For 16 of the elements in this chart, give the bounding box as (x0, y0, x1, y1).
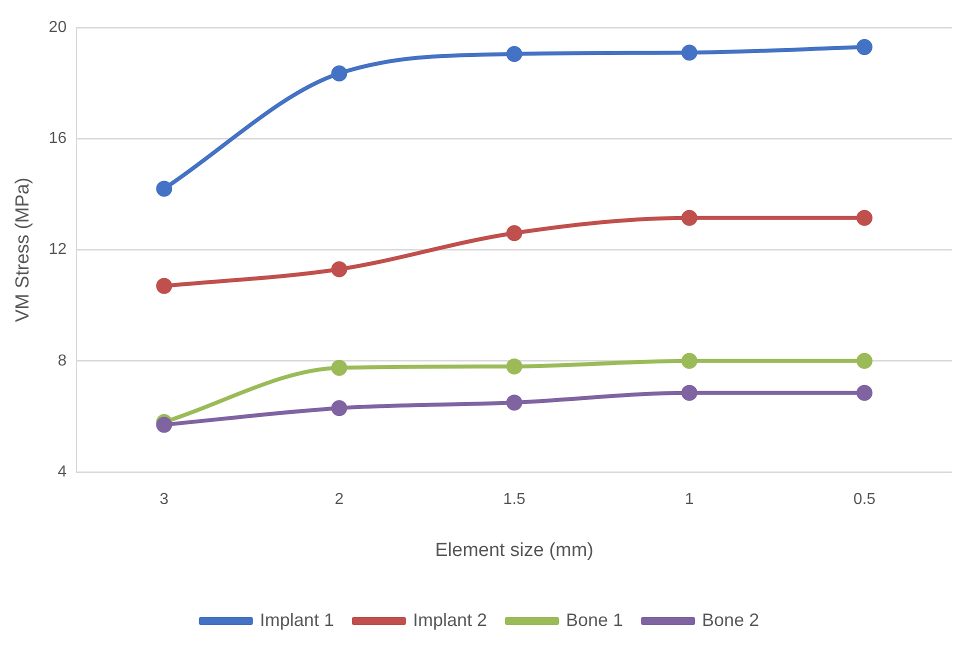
x-axis-title: Element size (mm) (435, 540, 594, 561)
y-tick-label: 12 (48, 241, 67, 258)
y-tick-label: 4 (58, 463, 67, 480)
x-tick-label: 1.5 (503, 491, 526, 508)
y-axis-title: VM Stress (MPa) (12, 177, 34, 322)
legend-label: Bone 1 (566, 610, 624, 630)
x-tick-label: 2 (334, 491, 344, 508)
x-tick-label: 3 (160, 491, 169, 508)
y-tick-label: 16 (48, 130, 67, 148)
legend-label: Bone 2 (702, 610, 760, 630)
y-tick-label: 8 (58, 352, 67, 370)
y-tick-label: 20 (48, 19, 67, 36)
legend-label: Implant 1 (260, 610, 334, 630)
x-tick-label: 1 (684, 491, 694, 508)
x-tick-label: 0.5 (853, 491, 876, 508)
legend-label: Implant 2 (412, 610, 487, 630)
